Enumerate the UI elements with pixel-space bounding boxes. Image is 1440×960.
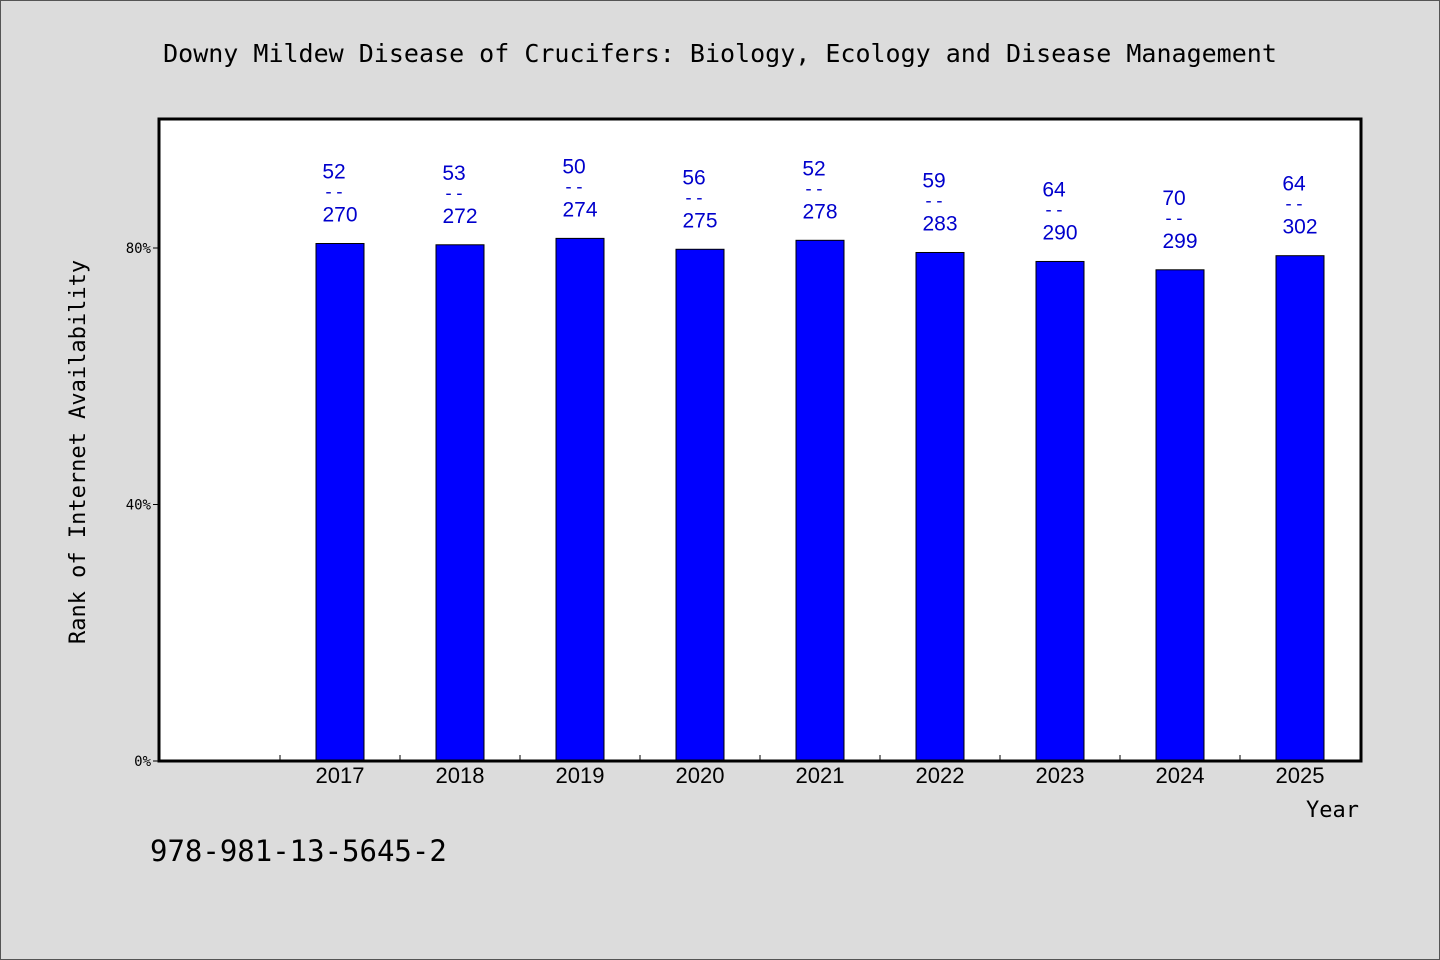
bar-total-label: 283 xyxy=(922,212,957,235)
isbn-label: 978-981-13-5645-2 xyxy=(150,834,447,868)
bar-label-separator: -- xyxy=(1163,208,1185,229)
bar xyxy=(315,243,365,762)
x-axis-label: Year xyxy=(1306,798,1359,823)
y-axis-label: Rank of Internet Availability xyxy=(66,260,91,644)
bar-label-separator: -- xyxy=(923,190,945,211)
bar-label-separator: -- xyxy=(1043,199,1065,220)
bar-total-label: 272 xyxy=(442,205,477,228)
bar-rank-label: 52 xyxy=(802,157,825,180)
bar-total-label: 290 xyxy=(1042,221,1077,244)
plot-border xyxy=(157,117,1363,763)
bar-rank-label: 52 xyxy=(322,161,345,184)
bar xyxy=(1155,269,1205,762)
bar-label-separator: -- xyxy=(443,183,465,204)
bar-rank-label: 56 xyxy=(682,166,705,189)
x-tick-label: 2018 xyxy=(436,763,485,788)
bar-rank-label: 50 xyxy=(562,155,585,178)
bar-total-label: 302 xyxy=(1282,216,1317,239)
bar xyxy=(795,239,845,762)
bar-total-label: 274 xyxy=(562,198,597,221)
bar-label-separator: -- xyxy=(323,182,345,203)
bar xyxy=(1035,260,1085,762)
bar xyxy=(675,248,725,762)
bar-total-label: 270 xyxy=(322,204,357,227)
chart-title: Downy Mildew Disease of Crucifers: Biolo… xyxy=(163,39,1277,68)
bar-rank-label: 59 xyxy=(922,169,945,192)
bar-rank-label: 64 xyxy=(1042,178,1066,201)
bar-total-label: 299 xyxy=(1162,230,1197,253)
bar-rank-label: 70 xyxy=(1162,187,1185,210)
x-tick-label: 2022 xyxy=(916,763,965,788)
bar-rank-label: 53 xyxy=(442,162,465,185)
y-tick-label: 40% xyxy=(126,498,152,514)
bar-label-separator: -- xyxy=(563,176,585,197)
x-tick-label: 2021 xyxy=(796,763,845,788)
x-tick-label: 2024 xyxy=(1156,763,1205,788)
x-tick-label: 2020 xyxy=(676,763,725,788)
bar xyxy=(915,251,965,762)
bar xyxy=(1275,255,1325,762)
y-tick-label: 80% xyxy=(126,241,152,257)
y-tick-label: 0% xyxy=(134,754,151,770)
bar-label-separator: -- xyxy=(1283,194,1305,215)
bar-total-label: 275 xyxy=(682,209,717,232)
bar-label-separator: -- xyxy=(803,178,825,199)
bar-total-label: 278 xyxy=(802,200,837,223)
bar xyxy=(435,244,485,762)
bar-rank-label: 64 xyxy=(1282,173,1306,196)
x-tick-label: 2023 xyxy=(1036,763,1085,788)
bar xyxy=(555,237,605,762)
x-tick-label: 2019 xyxy=(556,763,605,788)
x-tick-label: 2025 xyxy=(1276,763,1325,788)
bar-label-separator: -- xyxy=(683,187,705,208)
x-tick-label: 2017 xyxy=(316,763,365,788)
